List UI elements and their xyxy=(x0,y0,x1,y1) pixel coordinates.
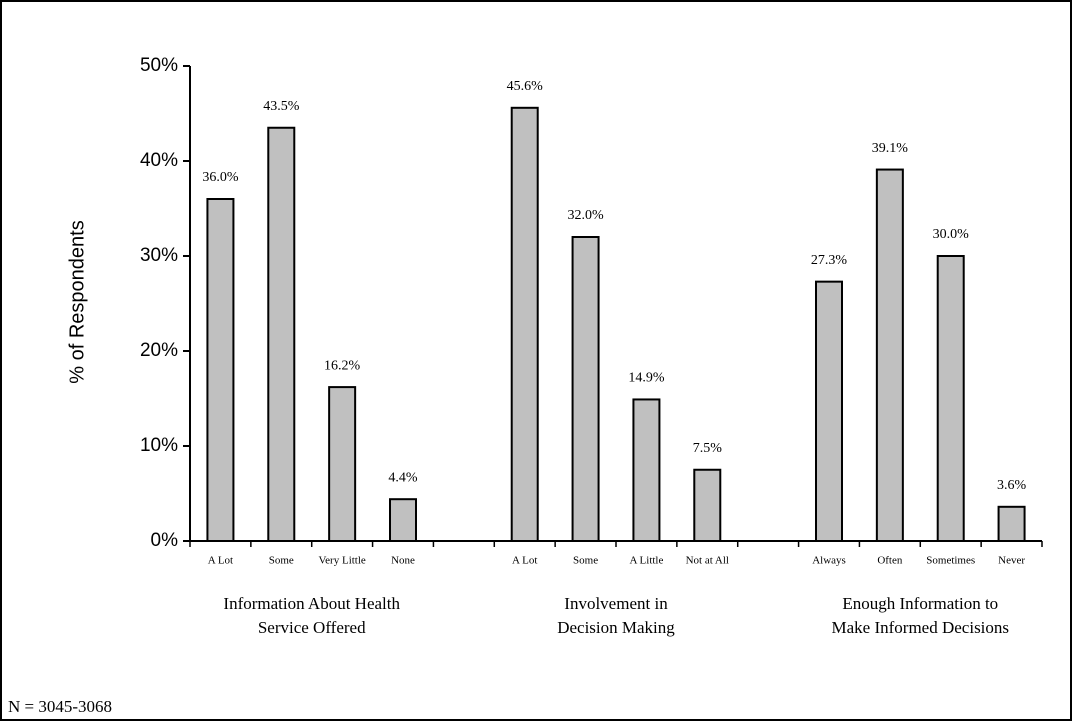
value-label: 30.0% xyxy=(933,227,970,242)
bar xyxy=(389,498,417,543)
x-tick-label: A Lot xyxy=(208,555,233,567)
x-tick-label: Sometimes xyxy=(926,555,975,567)
bar xyxy=(632,398,661,543)
value-label: 7.5% xyxy=(693,441,723,456)
x-tick-label: Very Little xyxy=(318,555,365,567)
value-label: 36.0% xyxy=(202,170,239,185)
x-tick-label: Often xyxy=(877,555,903,567)
x-tick-label: Some xyxy=(269,555,294,567)
x-tick-label: Some xyxy=(573,555,598,567)
bar xyxy=(936,255,965,542)
value-label: 45.6% xyxy=(507,79,544,94)
value-label: 3.6% xyxy=(997,478,1027,493)
bar xyxy=(206,198,235,542)
x-tick-label: Never xyxy=(998,555,1025,567)
y-tick-label: 50% xyxy=(140,55,178,76)
footnote: N = 3045-3068 xyxy=(8,697,112,716)
x-tick-label: Always xyxy=(812,555,846,567)
value-label: 27.3% xyxy=(811,253,848,268)
bar xyxy=(815,280,843,542)
y-tick-label: 10% xyxy=(140,435,178,456)
group-label: Decision Making xyxy=(557,618,675,637)
bar xyxy=(693,468,722,542)
value-label: 16.2% xyxy=(324,358,361,373)
y-tick-label: 20% xyxy=(140,340,178,361)
value-label: 39.1% xyxy=(872,141,909,156)
group-label: Make Informed Decisions xyxy=(832,618,1010,637)
value-label: 14.9% xyxy=(628,371,665,386)
bar xyxy=(510,106,539,543)
y-axis-label: % of Respondents xyxy=(66,220,88,383)
x-tick-label: Not at All xyxy=(686,555,729,567)
bar xyxy=(267,126,296,542)
x-tick-label: A Little xyxy=(629,555,663,567)
group-label: Service Offered xyxy=(258,618,366,637)
value-label: 32.0% xyxy=(567,208,604,223)
group-label: Involvement in xyxy=(564,594,668,613)
y-tick-label: 0% xyxy=(151,530,179,551)
value-label: 43.5% xyxy=(263,99,300,114)
y-tick-label: 40% xyxy=(140,150,178,171)
group-label: Enough Information to xyxy=(842,594,998,613)
bar xyxy=(997,505,1026,542)
x-tick-label: A Lot xyxy=(512,555,537,567)
bar xyxy=(875,168,904,543)
bar xyxy=(571,236,600,542)
bar xyxy=(328,386,357,542)
group-label: Information About Health xyxy=(223,594,400,613)
y-tick-label: 30% xyxy=(140,245,178,266)
value-label: 4.4% xyxy=(388,470,418,485)
x-tick-label: None xyxy=(391,555,415,567)
